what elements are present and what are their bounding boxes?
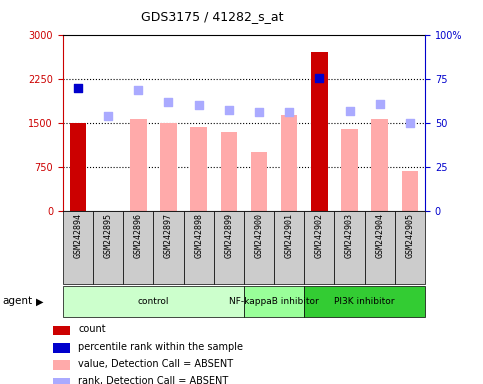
- Text: PI3K inhibitor: PI3K inhibitor: [334, 297, 395, 306]
- Text: GDS3175 / 41282_s_at: GDS3175 / 41282_s_at: [141, 10, 284, 23]
- Text: GSM242895: GSM242895: [103, 214, 113, 258]
- Text: NF-kappaB inhibitor: NF-kappaB inhibitor: [229, 297, 319, 306]
- Bar: [341, 129, 358, 211]
- Bar: [53, 326, 70, 335]
- FancyBboxPatch shape: [184, 211, 213, 284]
- Text: ▶: ▶: [36, 296, 44, 306]
- Bar: [221, 132, 237, 211]
- Point: [376, 101, 384, 107]
- FancyBboxPatch shape: [63, 211, 93, 284]
- FancyBboxPatch shape: [63, 286, 244, 317]
- Point: [134, 88, 142, 94]
- Point: [104, 113, 112, 119]
- FancyBboxPatch shape: [365, 211, 395, 284]
- Text: value, Detection Call = ABSENT: value, Detection Call = ABSENT: [78, 359, 233, 369]
- Text: count: count: [78, 324, 106, 334]
- FancyBboxPatch shape: [123, 211, 154, 284]
- Bar: [53, 378, 70, 384]
- Text: control: control: [138, 297, 169, 306]
- Bar: [190, 127, 207, 211]
- Point: [165, 99, 172, 105]
- Text: GSM242894: GSM242894: [73, 214, 83, 258]
- Text: GSM242897: GSM242897: [164, 214, 173, 258]
- Text: GSM242902: GSM242902: [315, 214, 324, 258]
- Bar: [311, 52, 327, 211]
- Point: [285, 109, 293, 115]
- Text: GSM242903: GSM242903: [345, 214, 354, 258]
- Bar: [281, 115, 298, 211]
- Point: [255, 109, 263, 115]
- Point: [346, 108, 354, 114]
- Point: [225, 107, 233, 113]
- Text: agent: agent: [2, 296, 32, 306]
- Bar: [53, 343, 70, 353]
- FancyBboxPatch shape: [93, 211, 123, 284]
- FancyBboxPatch shape: [395, 211, 425, 284]
- FancyBboxPatch shape: [334, 211, 365, 284]
- FancyBboxPatch shape: [274, 211, 304, 284]
- Text: rank, Detection Call = ABSENT: rank, Detection Call = ABSENT: [78, 376, 228, 384]
- Bar: [70, 123, 86, 211]
- FancyBboxPatch shape: [304, 286, 425, 317]
- Bar: [130, 119, 146, 211]
- Text: GSM242904: GSM242904: [375, 214, 384, 258]
- FancyBboxPatch shape: [244, 286, 304, 317]
- Text: GSM242898: GSM242898: [194, 214, 203, 258]
- FancyBboxPatch shape: [244, 211, 274, 284]
- Text: GSM242900: GSM242900: [255, 214, 264, 258]
- Bar: [402, 170, 418, 211]
- Point: [74, 84, 82, 91]
- Point: [195, 102, 202, 108]
- Bar: [371, 119, 388, 211]
- Point: [315, 75, 323, 81]
- FancyBboxPatch shape: [304, 211, 334, 284]
- Point: [406, 120, 414, 126]
- FancyBboxPatch shape: [154, 211, 184, 284]
- Text: GSM242899: GSM242899: [224, 214, 233, 258]
- Text: GSM242901: GSM242901: [284, 214, 294, 258]
- Bar: [160, 123, 177, 211]
- Text: GSM242905: GSM242905: [405, 214, 414, 258]
- Text: percentile rank within the sample: percentile rank within the sample: [78, 341, 243, 352]
- Bar: [251, 152, 267, 211]
- FancyBboxPatch shape: [213, 211, 244, 284]
- Bar: [53, 360, 70, 370]
- Text: GSM242896: GSM242896: [134, 214, 143, 258]
